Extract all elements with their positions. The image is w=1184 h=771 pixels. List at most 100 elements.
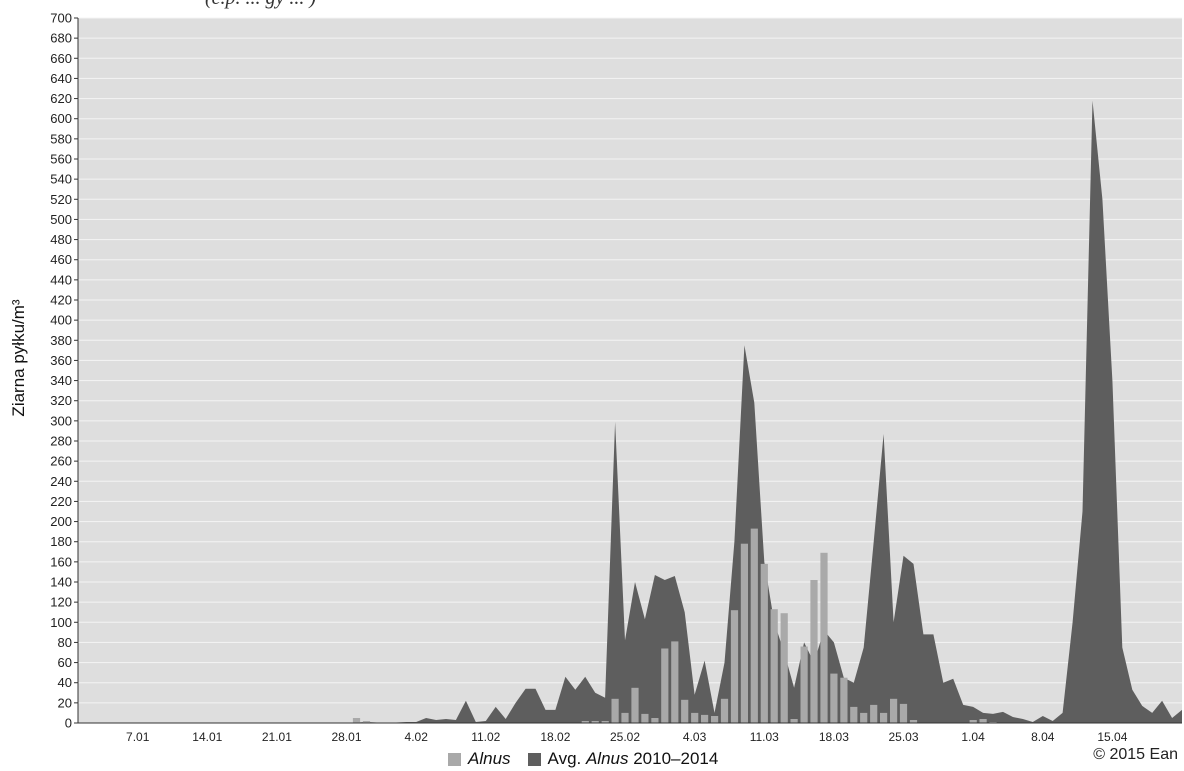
alnus-bar — [800, 646, 808, 723]
alnus-bar — [651, 718, 659, 723]
y-tick-label: 200 — [50, 514, 72, 529]
alnus-bar — [750, 528, 758, 723]
y-tick-label: 560 — [50, 152, 72, 167]
alnus-bar — [671, 641, 679, 723]
plot-background — [78, 18, 1182, 723]
alnus-bar — [810, 580, 818, 723]
alnus-bar — [661, 648, 669, 723]
y-tick-label: 680 — [50, 31, 72, 46]
x-tick-label: 8.04 — [1031, 730, 1055, 744]
y-tick-label: 360 — [50, 353, 72, 368]
x-tick-label: 18.02 — [540, 730, 570, 744]
alnus-bar — [850, 706, 858, 723]
y-tick-label: 580 — [50, 131, 72, 146]
x-tick-label: 14.01 — [192, 730, 222, 744]
alnus-bar — [591, 721, 599, 723]
legend-item-alnus: Alnus — [448, 749, 511, 769]
y-tick-label: 280 — [50, 434, 72, 449]
avg-series-area — [78, 100, 1182, 724]
y-tick-label: 460 — [50, 252, 72, 267]
y-tick-label: 140 — [50, 575, 72, 590]
y-tick-label: 300 — [50, 413, 72, 428]
alnus-bar — [969, 720, 977, 723]
alnus-bar — [770, 609, 778, 723]
legend-swatch-alnus — [448, 752, 461, 766]
y-tick-label: 260 — [50, 454, 72, 469]
gridlines — [78, 17, 1182, 704]
alnus-bar — [780, 613, 788, 723]
avg-alnus-area — [78, 100, 1182, 724]
alnus-bar — [860, 712, 868, 723]
legend-swatch-avg — [527, 752, 541, 766]
y-tick-label: 500 — [50, 212, 72, 227]
y-tick-label: 380 — [50, 333, 72, 348]
y-tick-label: 340 — [50, 373, 72, 388]
alnus-bar — [899, 703, 908, 723]
alnus-bar — [621, 712, 629, 723]
alnus-bar — [601, 721, 609, 723]
y-tick-label: 640 — [50, 71, 72, 86]
alnus-bar — [979, 719, 987, 723]
x-tick-label: 25.02 — [610, 730, 640, 744]
alnus-series-bars — [352, 528, 997, 724]
y-tick-labels: 0 20 40 60 80 100 120 140 160 180 200 220 240 260 280 3… — [50, 11, 72, 731]
y-tick-label: 60 — [58, 655, 72, 670]
alnus-bar — [611, 698, 619, 723]
alnus-bar — [701, 714, 709, 723]
y-tick-label: 540 — [50, 172, 72, 187]
x-tick-label: 11.02 — [471, 730, 500, 744]
x-tick-label: 28.01 — [331, 730, 361, 744]
alnus-bar — [909, 720, 918, 723]
y-tick-label: 440 — [50, 272, 72, 287]
y-tick-label: 40 — [58, 675, 72, 690]
copyright-note: © 2015 Ean — [1093, 746, 1178, 763]
y-tick-label: 520 — [50, 192, 72, 207]
legend-label-avg-prefix: Avg. — [547, 749, 586, 768]
alnus-bar — [760, 563, 768, 723]
y-axis-label: Ziarna pyłku/m³ — [9, 299, 28, 416]
legend-label-avg-suffix: 2010–2014 — [628, 749, 719, 768]
y-tick-label: 600 — [50, 111, 72, 126]
alnus-bar — [730, 610, 739, 723]
legend-item-avg: Avg. Alnus 2010–2014 — [527, 749, 719, 769]
alnus-bar — [681, 699, 689, 723]
alnus-bar — [720, 698, 729, 723]
y-tick-label: 120 — [50, 595, 72, 610]
alnus-bar — [691, 712, 699, 723]
x-tick-labels: 7.01 14.01 21.01 28.01 4.02 11.02 18.02 25.02 4.… — [126, 730, 1128, 744]
y-tick-label: 80 — [58, 635, 72, 650]
alnus-bar — [790, 719, 798, 723]
pollen-chart: 0 20 40 60 80 100 120 140 160 180 200 220 240 260 280 3… — [9, 11, 1182, 744]
y-tick-label: 240 — [50, 474, 72, 489]
y-tick-label: 660 — [50, 51, 72, 66]
y-tick-label: 400 — [50, 313, 72, 328]
x-tick-label: 4.02 — [405, 730, 429, 744]
alnus-bar — [581, 721, 589, 723]
alnus-bar — [631, 687, 639, 724]
x-tick-label: 25.03 — [888, 730, 918, 744]
y-tick-label: 220 — [50, 494, 72, 509]
partial-caption: (e.p. ... gy ... ) — [205, 0, 316, 10]
y-tick-label: 620 — [50, 91, 72, 106]
alnus-bar — [820, 552, 828, 723]
y-tick-label: 480 — [50, 232, 72, 247]
y-tick-label: 420 — [50, 293, 72, 308]
alnus-bar — [880, 712, 888, 723]
alnus-bar — [352, 718, 361, 723]
y-tick-label: 160 — [50, 554, 72, 569]
x-tick-label: 11.03 — [750, 730, 779, 744]
x-tick-label: 1.04 — [961, 730, 985, 744]
alnus-bar — [890, 698, 898, 723]
x-tick-label: 4.03 — [683, 730, 707, 744]
x-tick-label: 7.01 — [126, 730, 150, 744]
alnus-bar — [711, 716, 719, 723]
legend-label-alnus: Alnus — [468, 749, 511, 768]
x-tick-label: 21.01 — [262, 730, 292, 744]
alnus-bar — [870, 704, 878, 723]
y-tick-label: 20 — [58, 695, 72, 710]
y-tick-label: 0 — [65, 716, 72, 731]
legend-label-avg-italic: Alnus — [585, 749, 629, 768]
y-tick-label: 320 — [50, 393, 72, 408]
alnus-bar — [362, 721, 371, 723]
y-tick-label: 700 — [50, 11, 72, 26]
